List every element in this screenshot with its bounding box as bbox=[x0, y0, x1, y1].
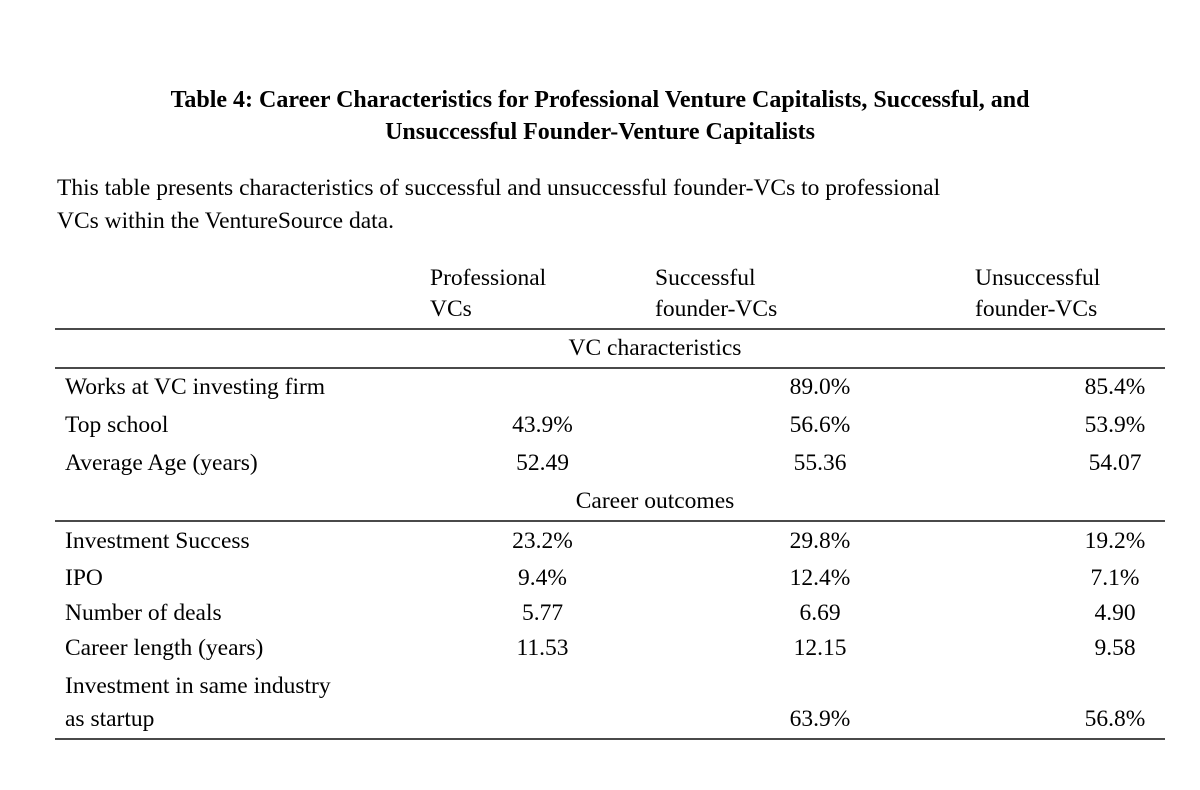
row-label: Top school bbox=[65, 411, 169, 438]
table-row: IPO 9.4% 12.4% 7.1% bbox=[55, 561, 1165, 596]
table-title-line2: Unsuccessful Founder-Venture Capitalists bbox=[385, 119, 815, 145]
cell-value: 56.8% bbox=[1084, 706, 1146, 732]
row-label: Average Age (years) bbox=[65, 449, 258, 476]
cell-value: 6.69 bbox=[799, 600, 841, 626]
column-header-row: Professional VCs Successful founder-VCs … bbox=[55, 263, 1165, 329]
cell-value: 4.90 bbox=[1094, 600, 1136, 626]
table-title-line1: Table 4: Career Characteristics for Prof… bbox=[170, 87, 1030, 113]
table-row: Career length (years) 11.53 12.15 9.58 bbox=[55, 631, 1165, 666]
column-header-unsuccessful-founder-vcs: Unsuccessful founder-VCs bbox=[975, 263, 1165, 329]
column-header-line: Unsuccessful bbox=[975, 265, 1101, 291]
cell-value: 7.1% bbox=[1090, 565, 1140, 591]
cell-value: 23.2% bbox=[512, 528, 573, 554]
table-caption-line1: This table presents characteristics of s… bbox=[57, 175, 941, 201]
cell-value: 89.0% bbox=[789, 374, 851, 400]
cell-value: 12.4% bbox=[789, 565, 851, 591]
cell-value: 43.9% bbox=[512, 411, 573, 438]
row-label: Works at VC investing firm bbox=[65, 374, 326, 400]
cell-value: 52.49 bbox=[516, 449, 569, 476]
table-row: Works at VC investing firm 89.0% 85.4% bbox=[55, 368, 1165, 406]
cell-value: 56.6% bbox=[789, 411, 851, 438]
data-table: Professional VCs Successful founder-VCs … bbox=[55, 263, 1165, 740]
row-label-line2: as startup bbox=[65, 706, 155, 732]
cell-value: 12.15 bbox=[793, 635, 847, 661]
cell-value: 55.36 bbox=[793, 449, 847, 476]
row-label: IPO bbox=[65, 565, 103, 591]
table-row: Investment in same industry as startup 6… bbox=[55, 666, 1165, 739]
cell-value bbox=[415, 666, 650, 739]
section-header-vc-characteristics: VC characteristics bbox=[55, 329, 1165, 368]
table-row: Average Age (years) 52.49 55.36 54.07 bbox=[55, 444, 1165, 482]
cell-value: 63.9% bbox=[789, 706, 851, 732]
column-header-line: founder-VCs bbox=[655, 296, 778, 322]
table-row: Number of deals 5.77 6.69 4.90 bbox=[55, 596, 1165, 631]
row-label: Number of deals bbox=[65, 600, 222, 626]
row-label: Career length (years) bbox=[65, 635, 264, 661]
cell-value: 85.4% bbox=[1084, 374, 1146, 400]
column-header-professional-vcs: Professional VCs bbox=[415, 263, 650, 329]
row-label: Investment in same industry as startup bbox=[55, 666, 415, 739]
table-row: Top school 43.9% 56.6% 53.9% bbox=[55, 406, 1165, 444]
cell-value: 29.8% bbox=[789, 528, 851, 554]
column-header-line: Professional bbox=[430, 265, 547, 291]
column-header-line: Successful bbox=[655, 265, 756, 291]
row-label-line1: Investment in same industry bbox=[65, 673, 331, 699]
column-header-line: founder-VCs bbox=[975, 296, 1098, 322]
column-header-empty bbox=[55, 263, 415, 329]
column-header-successful-founder-vcs: Successful founder-VCs bbox=[650, 263, 975, 329]
section-header-label: Career outcomes bbox=[575, 487, 735, 514]
table-caption-line2: VCs within the VentureSource data. bbox=[57, 208, 394, 234]
section-header-career-outcomes: Career outcomes bbox=[55, 482, 1165, 521]
cell-value: 5.77 bbox=[521, 600, 564, 626]
cell-value: 11.53 bbox=[516, 635, 569, 661]
cell-value: 9.4% bbox=[518, 565, 567, 591]
column-header-line: VCs bbox=[430, 296, 472, 322]
cell-value bbox=[415, 368, 650, 406]
cell-value: 19.2% bbox=[1084, 528, 1146, 554]
table-row: Investment Success 23.2% 29.8% 19.2% bbox=[55, 521, 1165, 561]
cell-value: 9.58 bbox=[1094, 635, 1136, 661]
section-header-label: VC characteristics bbox=[568, 335, 742, 361]
cell-value: 53.9% bbox=[1084, 411, 1146, 438]
table-title: Table 4: Career Characteristics for Prof… bbox=[0, 84, 1200, 148]
cell-value: 54.07 bbox=[1088, 449, 1142, 476]
row-label: Investment Success bbox=[65, 528, 250, 554]
table-caption: This table presents characteristics of s… bbox=[57, 172, 1157, 238]
